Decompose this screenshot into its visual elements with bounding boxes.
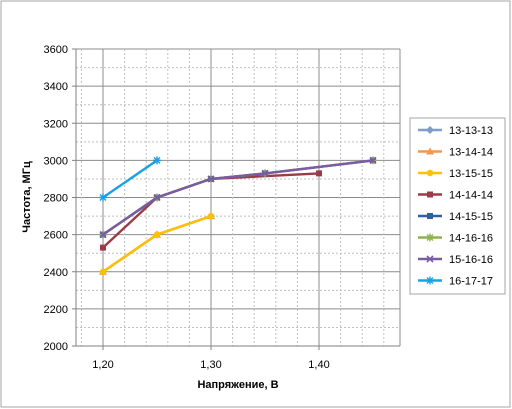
y-tick-label: 3600 bbox=[44, 44, 68, 56]
data-point bbox=[99, 193, 107, 202]
data-point bbox=[426, 233, 434, 242]
data-point bbox=[153, 231, 161, 238]
tick-labels: 2000 2200 2400 2600 2800 3000 3200 3400 3600 1,20… bbox=[44, 44, 330, 371]
data-point bbox=[99, 231, 107, 239]
x-tick-label: 1,20 bbox=[92, 359, 113, 371]
data-point bbox=[207, 175, 215, 183]
data-point bbox=[316, 170, 322, 177]
legend-label: 16-17-17 bbox=[449, 276, 493, 288]
legend-item: 14-15-15 bbox=[418, 211, 493, 223]
legend-item: 16-17-17 bbox=[418, 276, 493, 288]
y-tick-label: 2600 bbox=[44, 230, 68, 242]
legend-item: 13-14-14 bbox=[418, 147, 493, 159]
y-axis-title: Частота, МГц bbox=[21, 161, 33, 233]
y-tick-label: 3000 bbox=[44, 155, 68, 167]
series-16-17-17 bbox=[99, 156, 161, 202]
legend-label: 15-16-16 bbox=[449, 254, 493, 266]
data-point bbox=[426, 276, 434, 285]
legend-item: 14-14-14 bbox=[418, 190, 493, 202]
legend-item: 13-13-13 bbox=[418, 125, 493, 137]
y-tick-label: 2800 bbox=[44, 193, 68, 205]
legend: 13-13-13 13-14-14 13-15-15 14-14-14 14-15-15… bbox=[409, 117, 506, 295]
y-tick-label: 3400 bbox=[44, 81, 68, 93]
y-tick-label: 2400 bbox=[44, 267, 68, 279]
legend-label: 14-16-16 bbox=[449, 233, 493, 245]
legend-label: 13-15-15 bbox=[449, 168, 493, 180]
data-point bbox=[153, 156, 161, 165]
legend-item: 14-16-16 bbox=[418, 233, 493, 245]
legend-label: 13-14-14 bbox=[449, 147, 493, 159]
data-point bbox=[427, 213, 433, 219]
data-point bbox=[427, 191, 433, 198]
x-tick-label: 1,30 bbox=[200, 359, 221, 371]
legend-item: 15-16-16 bbox=[418, 254, 493, 266]
data-point bbox=[426, 169, 434, 177]
y-tick-label: 2000 bbox=[44, 341, 68, 353]
legend-label: 13-13-13 bbox=[449, 125, 493, 137]
data-point bbox=[207, 212, 215, 220]
data-point bbox=[426, 126, 434, 134]
data-point bbox=[426, 255, 434, 263]
x-tick-label: 1,40 bbox=[308, 359, 329, 371]
data-point bbox=[99, 268, 107, 275]
data-point bbox=[426, 147, 434, 155]
data-point bbox=[369, 156, 377, 164]
data-point bbox=[100, 244, 106, 251]
y-tick-label: 2200 bbox=[44, 304, 68, 316]
y-tick-label: 3200 bbox=[44, 118, 68, 130]
series-15-16-16 bbox=[99, 156, 377, 239]
axes bbox=[72, 48, 400, 350]
series-layer bbox=[99, 156, 377, 276]
legend-label: 14-15-15 bbox=[449, 211, 493, 223]
legend-label: 14-14-14 bbox=[449, 190, 493, 202]
legend-box bbox=[409, 117, 506, 295]
data-point bbox=[153, 193, 161, 202]
legend-item: 13-15-15 bbox=[418, 168, 493, 180]
series-13-15-15 bbox=[99, 212, 215, 275]
series-line bbox=[102, 159, 158, 199]
x-axis-title: Напряжение, В bbox=[197, 379, 278, 391]
data-point bbox=[261, 169, 269, 177]
